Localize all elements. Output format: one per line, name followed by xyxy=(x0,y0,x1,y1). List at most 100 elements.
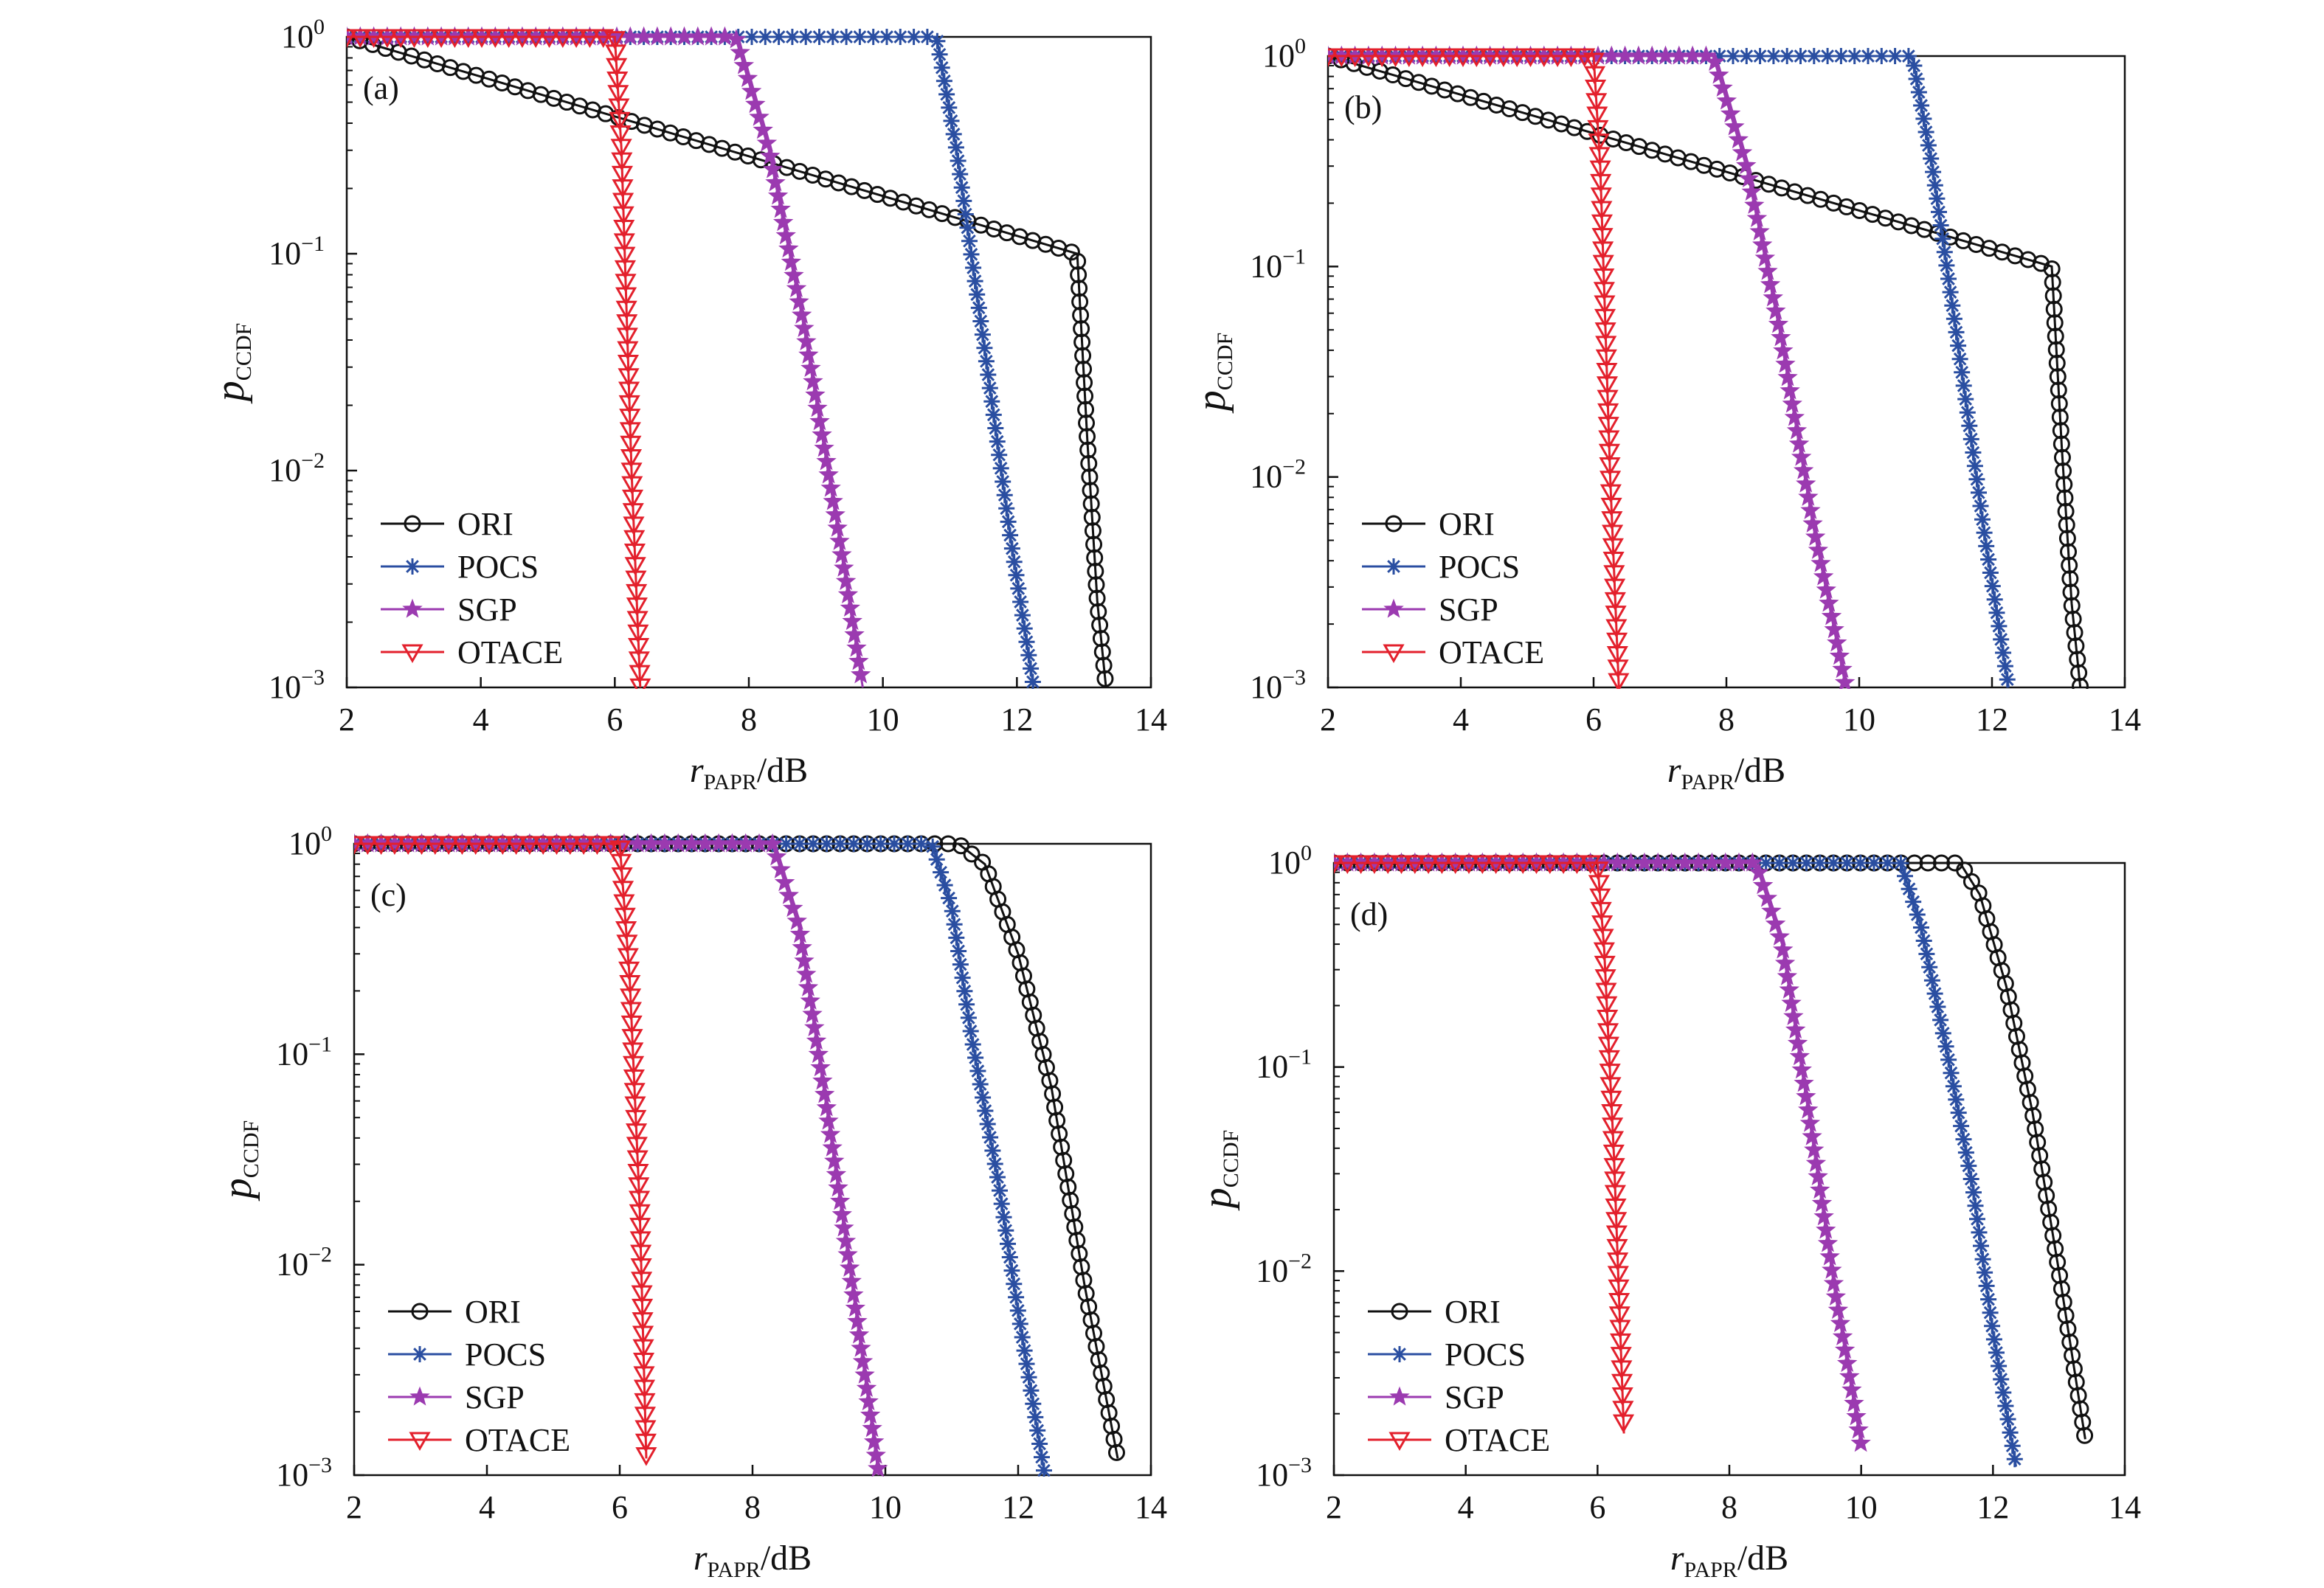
series-point xyxy=(1783,1005,1804,1025)
series-point xyxy=(1506,48,1528,68)
series-point xyxy=(1611,1387,1633,1407)
series-point xyxy=(982,1129,999,1145)
series-point xyxy=(1848,1419,1869,1439)
legend: ORI POCS SGP OTACE xyxy=(1368,1294,1550,1458)
series-point xyxy=(1951,350,1968,367)
series-point xyxy=(1993,631,2010,648)
series-point xyxy=(991,446,1008,463)
series-point xyxy=(1873,48,1890,64)
series-point xyxy=(1811,552,1831,572)
y-tick-label: 10−1 xyxy=(1256,1045,1312,1085)
series-point xyxy=(944,903,961,920)
series-point xyxy=(1923,150,1940,167)
series-point xyxy=(1593,942,1615,962)
series-line xyxy=(1328,55,1620,688)
series-line xyxy=(1334,861,2018,1467)
series-point xyxy=(798,344,819,364)
series-point xyxy=(1610,1347,1632,1366)
legend-item-ori: ORI xyxy=(381,506,513,542)
series-point xyxy=(978,353,995,370)
series-point xyxy=(1608,1292,1630,1312)
series-point xyxy=(1819,48,1836,64)
series-point xyxy=(1771,327,1791,347)
series-point xyxy=(825,504,845,524)
series-point xyxy=(573,836,595,856)
series-point xyxy=(403,29,426,49)
series-point xyxy=(2064,610,2082,628)
legend-label: ORI xyxy=(1439,506,1495,542)
series-point xyxy=(1084,522,1102,540)
series-point xyxy=(1016,620,1033,637)
series-point xyxy=(1830,1312,1851,1333)
series-point xyxy=(945,125,962,142)
series-point xyxy=(831,544,852,564)
series-point xyxy=(604,44,627,63)
series-point xyxy=(1595,349,1617,369)
series-point xyxy=(854,1364,875,1384)
series-point xyxy=(1938,257,1955,274)
series-point xyxy=(511,29,533,49)
series-point xyxy=(946,916,963,933)
series-point xyxy=(622,1042,644,1061)
series-point xyxy=(789,923,811,943)
series-point xyxy=(438,836,460,856)
series-point xyxy=(1590,187,1612,207)
series-point xyxy=(835,1230,857,1250)
y-tick-label: 10−1 xyxy=(276,1032,332,1072)
legend-item-sgp: SGP xyxy=(1362,592,1498,628)
series-point xyxy=(952,956,969,973)
legend-label: OTACE xyxy=(465,1422,570,1458)
series-point xyxy=(621,476,643,496)
series-point xyxy=(1832,659,1853,679)
series-point xyxy=(1695,45,1717,65)
series-point xyxy=(619,422,641,441)
series-point xyxy=(1607,1252,1629,1272)
series-point xyxy=(1590,173,1612,193)
series-point xyxy=(2055,462,2072,480)
series-point xyxy=(987,420,1004,437)
series-point xyxy=(933,864,950,881)
x-axis-label: rPAPR/dB xyxy=(690,751,808,794)
series-point xyxy=(1996,658,2013,675)
series-point xyxy=(820,477,841,497)
series-point xyxy=(947,139,964,156)
series-point xyxy=(1802,513,1823,533)
series-point xyxy=(1959,404,1976,421)
series-point xyxy=(1841,1379,1862,1399)
series-point xyxy=(845,836,862,852)
x-tick-label: 10 xyxy=(1843,701,1875,738)
series-point xyxy=(993,1196,1010,1213)
series-point xyxy=(798,29,815,45)
series-point xyxy=(800,990,820,1010)
series-point xyxy=(616,935,638,954)
series-point xyxy=(1000,513,1017,530)
series-point xyxy=(2066,624,2083,642)
legend-marker xyxy=(401,644,423,664)
series-point xyxy=(1597,389,1619,409)
series-point xyxy=(1597,1036,1619,1056)
series-otace xyxy=(347,29,651,689)
legend-item-pocs: POCS xyxy=(1362,549,1520,585)
series-point xyxy=(1334,855,1345,875)
series-point xyxy=(1598,443,1620,463)
series-point xyxy=(1018,634,1035,651)
series-point xyxy=(850,664,871,684)
series-point xyxy=(1926,985,1943,1002)
series-point xyxy=(384,836,406,856)
legend-label: POCS xyxy=(1445,1336,1526,1373)
series-point xyxy=(1948,1091,1965,1108)
series-point xyxy=(612,206,634,226)
series-point xyxy=(626,583,648,603)
y-axis-label: pCCDF xyxy=(1194,1130,1243,1211)
series-point xyxy=(1445,855,1467,875)
series-point xyxy=(1023,1382,1040,1399)
series-point xyxy=(2006,1451,2023,1468)
series-point xyxy=(772,212,794,232)
series-point xyxy=(1330,48,1352,68)
series-point xyxy=(2002,1424,2019,1441)
series-point xyxy=(1971,484,1987,501)
series-point xyxy=(1785,1019,1806,1039)
series-point xyxy=(635,1447,657,1466)
series-point xyxy=(1999,671,2016,688)
series-point xyxy=(798,977,819,996)
